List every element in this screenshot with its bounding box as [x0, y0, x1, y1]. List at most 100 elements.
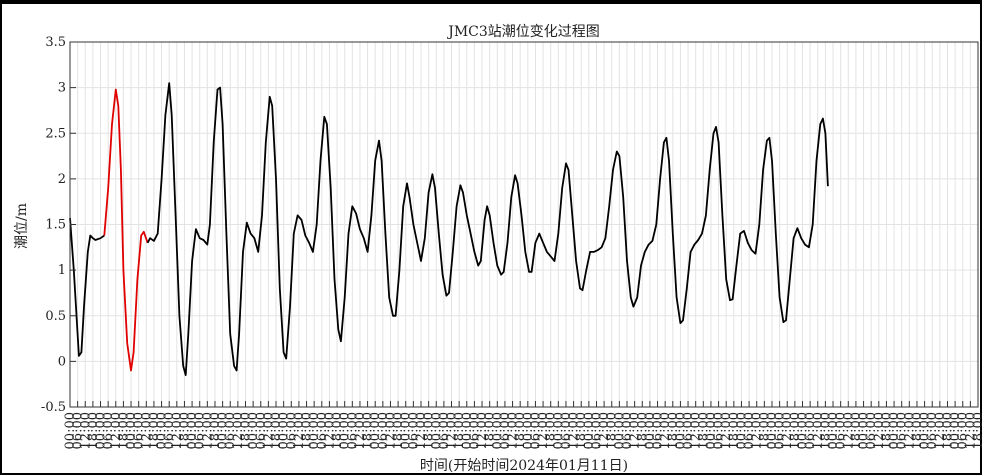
x-tick-label: 18:00	[757, 412, 772, 449]
x-axis-ticks: 00:0006:0012:0018:0000:0006:0012:0018:00…	[63, 401, 982, 449]
x-tick-label: 12:00	[200, 412, 215, 449]
y-tick-label: 2.5	[45, 126, 66, 141]
x-tick-label: 18:00	[788, 412, 803, 449]
x-tick-label: 12:00	[292, 412, 307, 449]
x-tick-label: 00:00	[521, 412, 536, 449]
x-tick-label: 00:00	[551, 412, 566, 449]
x-tick-label: 06:00	[864, 412, 879, 449]
x-tick-label: 06:00	[345, 412, 360, 449]
x-tick-label: 06:00	[437, 412, 452, 449]
x-tick-label: 18:00	[879, 412, 894, 449]
x-tick-label: 06:00	[254, 412, 269, 449]
x-tick-label: 06:00	[925, 412, 940, 449]
y-axis-label: 潮位/m	[14, 203, 30, 249]
x-tick-label: 12:00	[689, 412, 704, 449]
x-tick-label: 06:00	[528, 412, 543, 449]
x-tick-label: 12:00	[475, 412, 490, 449]
x-tick-label: 12:00	[383, 412, 398, 449]
x-tick-label: 18:00	[544, 412, 559, 449]
x-tick-label: 00:00	[307, 412, 322, 449]
x-tick-label: 18:00	[86, 412, 101, 449]
x-tick-label: 12:00	[933, 412, 948, 449]
x-tick-label: 18:00	[971, 412, 982, 449]
x-tick-label: 18:00	[147, 412, 162, 449]
x-tick-label: 18:00	[574, 412, 589, 449]
x-tick-label: 12:00	[597, 412, 612, 449]
x-tick-label: 18:00	[727, 412, 742, 449]
series-line-1	[103, 88, 149, 372]
x-tick-label: 12:00	[628, 412, 643, 449]
x-tick-label: 12:00	[902, 412, 917, 449]
x-tick-label: 18:00	[696, 412, 711, 449]
x-tick-label: 00:00	[948, 412, 963, 449]
x-tick-label: 06:00	[742, 412, 757, 449]
x-axis-label: 时间(开始时间2024年01月11日)	[420, 458, 628, 474]
x-tick-label: 06:00	[803, 412, 818, 449]
x-tick-label: 06:00	[559, 412, 574, 449]
x-tick-label: 00:00	[338, 412, 353, 449]
x-tick-label: 06:00	[223, 412, 238, 449]
x-tick-label: 12:00	[811, 412, 826, 449]
x-tick-label: 18:00	[605, 412, 620, 449]
y-tick-label: 2	[58, 172, 66, 187]
x-tick-label: 18:00	[483, 412, 498, 449]
x-tick-label: 00:00	[246, 412, 261, 449]
x-tick-label: 12:00	[231, 412, 246, 449]
x-tick-label: 00:00	[796, 412, 811, 449]
grid	[69, 41, 979, 408]
y-tick-label: -0.5	[41, 400, 66, 415]
x-tick-label: 12:00	[322, 412, 337, 449]
x-tick-label: 18:00	[238, 412, 253, 449]
y-tick-label: 1.5	[45, 218, 66, 233]
x-tick-label: 06:00	[71, 412, 86, 449]
x-tick-label: 00:00	[368, 412, 383, 449]
x-tick-label: 12:00	[353, 412, 368, 449]
x-tick-label: 18:00	[452, 412, 467, 449]
x-tick-label: 00:00	[673, 412, 688, 449]
x-tick-label: 00:00	[857, 412, 872, 449]
x-tick-label: 00:00	[734, 412, 749, 449]
x-tick-label: 00:00	[704, 412, 719, 449]
x-tick-label: 00:00	[490, 412, 505, 449]
y-tick-label: 3	[58, 81, 66, 96]
x-tick-label: 18:00	[635, 412, 650, 449]
x-tick-label: 12:00	[506, 412, 521, 449]
x-tick-label: 18:00	[177, 412, 192, 449]
x-tick-label: 06:00	[773, 412, 788, 449]
x-tick-label: 00:00	[612, 412, 627, 449]
x-tick-label: 06:00	[162, 412, 177, 449]
x-tick-label: 00:00	[643, 412, 658, 449]
x-tick-label: 06:00	[681, 412, 696, 449]
x-tick-label: 18:00	[910, 412, 925, 449]
x-tick-label: 12:00	[963, 412, 978, 449]
x-tick-label: 18:00	[269, 412, 284, 449]
x-tick-label: 06:00	[193, 412, 208, 449]
y-axis-ticks: -0.5 0 0.5 1 1.5 2 2.5 3 3.5	[41, 35, 76, 415]
y-tick-label: 3.5	[45, 35, 66, 50]
x-tick-label: 12:00	[445, 412, 460, 449]
x-tick-label: 12:00	[536, 412, 551, 449]
x-tick-label: 00:00	[277, 412, 292, 449]
x-tick-label: 06:00	[712, 412, 727, 449]
x-tick-label: 00:00	[63, 412, 78, 449]
x-tick-label: 06:00	[956, 412, 971, 449]
x-tick-label: 06:00	[132, 412, 147, 449]
x-tick-label: 00:00	[216, 412, 231, 449]
y-tick-label: 1	[58, 263, 66, 278]
x-tick-label: 00:00	[429, 412, 444, 449]
x-tick-label: 18:00	[666, 412, 681, 449]
x-tick-label: 18:00	[818, 412, 833, 449]
x-tick-label: 12:00	[170, 412, 185, 449]
series-line-0	[69, 218, 105, 357]
x-tick-label: 18:00	[361, 412, 376, 449]
x-tick-label: 00:00	[185, 412, 200, 449]
x-tick-label: 12:00	[109, 412, 124, 449]
x-tick-label: 12:00	[719, 412, 734, 449]
x-tick-label: 18:00	[391, 412, 406, 449]
x-tick-label: 00:00	[887, 412, 902, 449]
x-tick-label: 06:00	[834, 412, 849, 449]
x-tick-label: 18:00	[513, 412, 528, 449]
top-border	[0, 0, 982, 4]
x-tick-label: 00:00	[399, 412, 414, 449]
